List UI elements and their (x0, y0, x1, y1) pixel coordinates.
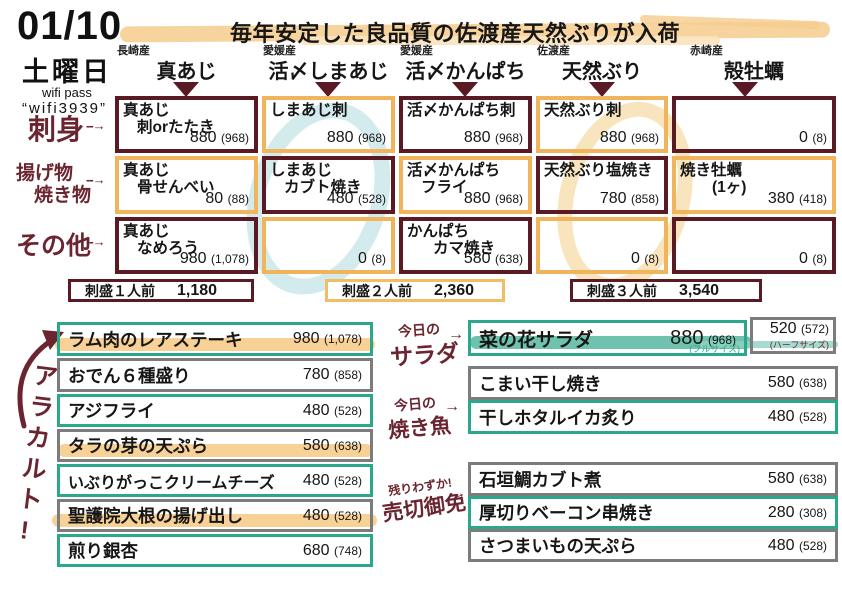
item-aji-fry: アジフライ 480 (528) (57, 394, 373, 427)
teal-underline (470, 336, 752, 349)
column-origin-kanpachi: 愛媛産 (400, 45, 433, 57)
teal-underline (700, 341, 838, 348)
item-hotaruika: 干しホタルイカ炙り 480 (528) (468, 400, 838, 434)
row-label-sashimi: 刺身 (28, 114, 85, 145)
salad-arrow-icon: → (448, 326, 464, 343)
orange-underline (58, 444, 373, 457)
cell-price: 0 (8) (357, 250, 386, 267)
orange-underline (55, 338, 375, 351)
item-oden: おでん６種盛り 780 (858) (57, 358, 373, 392)
cell-shimaaji-grilled: しまあじ カブト焼き 480 (528) (262, 156, 395, 214)
platter-3-person: 刺盛３人前 3,540 (570, 279, 762, 302)
platter-1-person: 刺盛１人前 1,180 (68, 279, 254, 302)
column-arrow-icon (732, 82, 758, 97)
platter-2-person: 刺盛２人前 2,360 (325, 279, 505, 302)
column-header-kanpachi: 活〆かんぱち (405, 61, 526, 83)
alacarte-side-label: アラカルト! (8, 361, 59, 553)
column-header-maaji: 真あじ (156, 61, 217, 83)
cell-price: 880 (968) (463, 129, 523, 146)
cell-price: 980 (1,078) (179, 250, 249, 267)
cell-shimaaji-sashimi: しまあじ刺 880 (968) (262, 96, 395, 153)
cell-maaji-sashimi: 真あじ 刺orたたき 880 (968) (115, 96, 258, 153)
column-origin-maaji: 長崎産 (117, 45, 150, 57)
item-nanohana-salad-half: 520 (572) (ハーフサイズ) (750, 317, 836, 354)
item-ishigakidai: 石垣鯛カブト煮 580 (638) (468, 462, 838, 496)
column-arrow-icon (452, 82, 478, 97)
full-size-note: (フルサイズ) (689, 344, 740, 354)
cell-price: 0 (8) (798, 250, 827, 267)
column-header-buri: 天然ぶり (562, 61, 642, 83)
cell-price: 80 (88) (205, 190, 249, 207)
fish-tag-main: 焼き魚 (387, 414, 453, 443)
column-origin-shimaaji: 愛媛産 (263, 45, 296, 57)
cell-kaki-other-empty: 0 (8) (672, 217, 836, 274)
item-nanohana-salad: 菜の花サラダ 880 (968) (フルサイズ) (468, 320, 747, 356)
row-arrow-icon: --→ (86, 172, 106, 187)
item-bacon-skewer: 厚切りベーコン串焼き 280 (308) (468, 496, 838, 529)
cell-buri-other-empty: 0 (8) (536, 217, 668, 274)
item-lamb-steak: ラム肉のレアステーキ 980 (1,078) (57, 322, 373, 356)
cell-shimaaji-other-empty: 0 (8) (262, 217, 395, 274)
cell-kaki-sashimi-empty: 0 (8) (672, 96, 836, 153)
cell-price: 880 (968) (463, 190, 523, 207)
cell-price: 880 (968) (599, 129, 659, 146)
wifi-password: “wifi3939” (22, 100, 108, 117)
cell-price: 480 (528) (326, 190, 386, 207)
cell-buri-grilled: 天然ぶり塩焼き 780 (858) (536, 156, 668, 214)
cell-buri-sashimi: 天然ぶり刺 880 (968) (536, 96, 668, 153)
column-arrow-icon (589, 82, 615, 97)
item-tara-tempura: タラの芽の天ぷら 580 (638) (57, 429, 373, 462)
cell-price: 0 (8) (630, 250, 659, 267)
column-origin-buri: 佐渡産 (537, 45, 570, 57)
cell-price: 780 (858) (599, 190, 659, 207)
cell-maaji-fried: 真あじ 骨せんべい 80 (88) (115, 156, 258, 214)
headline: 毎年安定した良品質の佐渡産天然ぶりが入荷 (230, 21, 681, 46)
row-label-grilled: 焼き物 (34, 185, 92, 206)
cell-kanpachi-sashimi: 活〆かんぱち刺 880 (968) (399, 96, 532, 153)
fish-arrow-icon: → (444, 398, 460, 415)
row-label-fried: 揚げ物 (16, 163, 74, 184)
cell-price: 880 (968) (326, 129, 386, 146)
item-ginkgo: 煎り銀杏 680 (748) (57, 534, 373, 567)
column-header-shimaaji: 活〆しまあじ (268, 61, 389, 83)
item-komai: こまい干し焼き 580 (638) (468, 366, 838, 400)
column-arrow-icon (315, 82, 341, 97)
title-brush-stroke (300, 36, 720, 45)
row-arrow-icon: --→ (86, 118, 106, 133)
cell-price: 0 (8) (798, 129, 827, 146)
item-sweet-potato-tempura: さつまいもの天ぷら 480 (528) (468, 529, 838, 562)
cell-price: 880 (968) (189, 129, 249, 146)
wifi-pass-label: wifi pass (42, 85, 92, 100)
cell-kaki-grilled: 焼き牡蠣 (1ヶ) 380 (418) (672, 156, 836, 214)
date-label: 01/10 (17, 4, 123, 48)
cell-price: 380 (418) (767, 190, 827, 207)
row-arrow-icon: --→ (86, 234, 106, 249)
half-size-note: (ハーフサイズ) (769, 340, 829, 350)
cell-kanpachi-fried: 活〆かんぱち フライ 880 (968) (399, 156, 532, 214)
column-origin-kaki: 赤崎産 (690, 45, 723, 57)
row-label-other: その他 (16, 232, 92, 260)
cell-kanpachi-other: かんぱち カマ焼き 580 (638) (399, 217, 532, 274)
orange-underline (52, 514, 377, 527)
cell-maaji-other: 真あじ なめろう 980 (1,078) (115, 217, 258, 274)
item-iburigakko-cheese: いぶりがっこクリームチーズ 480 (528) (57, 464, 373, 497)
column-header-kaki: 殻牡蠣 (724, 61, 784, 83)
cell-price: 580 (638) (463, 250, 523, 267)
weekday-label: 土曜日 (22, 57, 112, 87)
column-arrow-icon (173, 82, 199, 97)
item-shogoin-daikon: 聖護院大根の揚げ出し 480 (528) (57, 499, 373, 532)
